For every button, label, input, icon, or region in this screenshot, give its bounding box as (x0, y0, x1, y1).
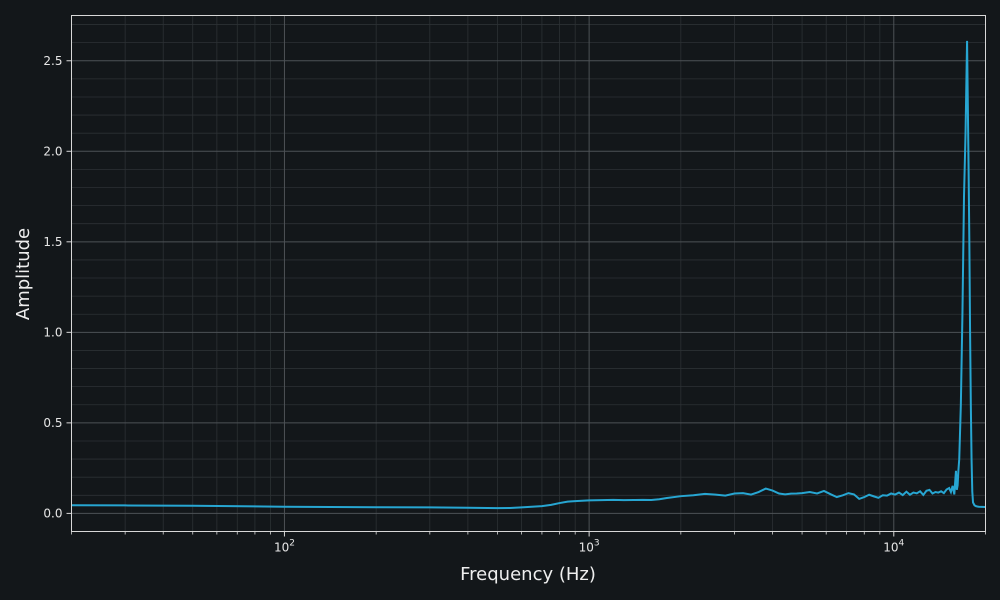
y-tick-label: 1.5 (43, 235, 62, 249)
plot-frame (71, 15, 986, 532)
y-tick-label: 1.0 (43, 325, 62, 339)
amplitude-series-line (71, 40, 986, 510)
y-tick-label: 0.5 (43, 416, 62, 430)
x-axis-title: Frequency (Hz) (460, 564, 596, 585)
x-axis-ticks: 102 103 104 (71, 531, 986, 555)
x-tick-label: 102 (274, 539, 295, 555)
y-axis-title: Amplitude (13, 228, 34, 320)
x-tick-label: 104 (883, 539, 904, 555)
y-axis-ticks: 0.0 0.5 1.0 1.5 2.0 2.5 (43, 54, 72, 520)
y-tick-label: 2.0 (43, 144, 62, 158)
major-gridlines (71, 15, 986, 532)
minor-gridlines (71, 15, 986, 532)
x-tick-label: 103 (579, 539, 600, 555)
y-tick-label: 2.5 (43, 54, 62, 68)
y-tick-label: 0.0 (43, 506, 62, 520)
